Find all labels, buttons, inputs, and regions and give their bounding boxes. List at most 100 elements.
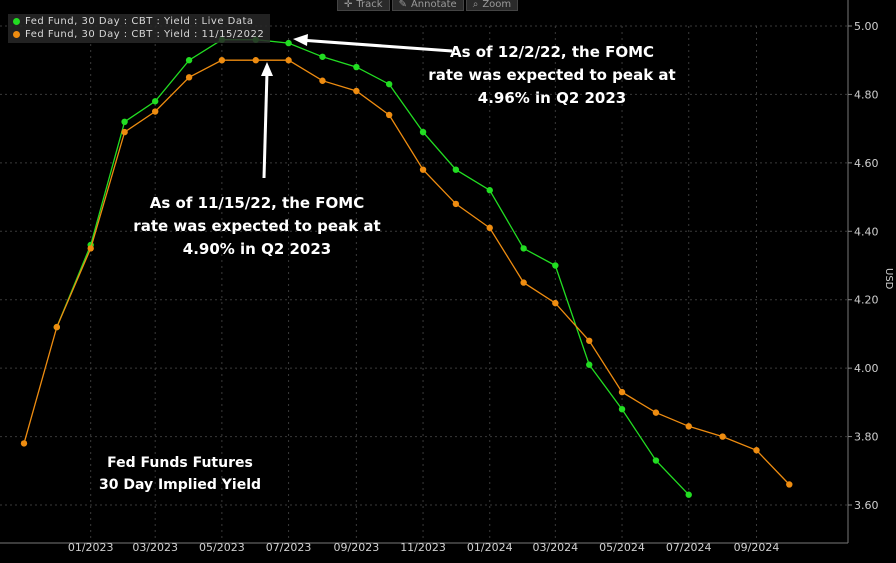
x-tick-label: 07/2023 — [266, 541, 312, 554]
data-point — [520, 245, 527, 252]
data-point — [786, 481, 793, 488]
data-point — [586, 337, 593, 344]
annotation-caption-line: Fed Funds Futures — [107, 455, 253, 471]
data-point — [652, 409, 660, 416]
x-tick-label: 05/2024 — [599, 541, 645, 554]
annotation-caption-line: 30 Day Implied Yield — [99, 477, 261, 493]
data-point — [285, 57, 292, 64]
y-tick-label: 4.60 — [854, 157, 879, 170]
data-point — [151, 108, 159, 115]
x-tick-label: 03/2024 — [532, 541, 578, 554]
zoom-label: Zoom — [482, 0, 512, 10]
data-point — [285, 39, 292, 47]
chart-legend: Fed Fund, 30 Day : CBT : Yield : Live Da… — [8, 14, 271, 43]
series-11-15-2022 — [20, 57, 793, 488]
legend-item-past[interactable]: Fed Fund, 30 Day : CBT : Yield : 11/15/2… — [13, 28, 264, 41]
data-point — [353, 87, 360, 95]
x-axis: 01/2023 03/2023 05/2023 07/2023 09/2023 11/20… — [68, 541, 780, 554]
arrowhead-icon — [293, 34, 308, 46]
legend-marker-icon — [13, 31, 20, 38]
y-tick-label: 5.00 — [854, 20, 879, 33]
track-label: Track — [356, 0, 383, 10]
x-tick-label: 05/2023 — [199, 541, 245, 554]
zoom-button[interactable]: ⌕ Zoom — [465, 0, 519, 11]
annotation-live-line: As of 12/2/22, the FOMC — [450, 43, 654, 61]
data-point — [685, 491, 692, 498]
arrowhead-icon — [261, 62, 273, 76]
chart-toolbar: ✛ Track ✎ Annotate ⌕ Zoom — [337, 0, 519, 11]
annotation-past-line: 4.90% in Q2 2023 — [183, 240, 331, 258]
data-point — [486, 224, 493, 232]
pencil-icon: ✎ — [398, 0, 407, 10]
y-axis-title: USD — [883, 268, 894, 290]
plot-frame — [0, 0, 849, 544]
data-point — [319, 53, 326, 60]
series-line — [23, 59, 790, 485]
x-tick-label: 01/2023 — [68, 541, 114, 554]
legend-marker-icon — [13, 18, 20, 25]
data-point — [685, 423, 692, 430]
y-tick-label: 4.80 — [854, 88, 879, 101]
data-point — [319, 77, 326, 84]
annotate-button[interactable]: ✎ Annotate — [391, 0, 464, 11]
data-point — [151, 98, 159, 105]
annotate-label: Annotate — [410, 0, 457, 10]
data-point — [419, 128, 427, 136]
x-tick-label: 09/2023 — [334, 541, 380, 554]
data-point — [53, 323, 60, 331]
y-tick-label: 4.20 — [854, 294, 879, 307]
legend-item-live[interactable]: Fed Fund, 30 Day : CBT : Yield : Live Da… — [13, 15, 264, 28]
annotation-group: As of 12/2/22, the FOMC rate was expected… — [99, 34, 676, 493]
data-point — [652, 457, 660, 464]
y-tick-label: 3.80 — [854, 431, 879, 444]
data-point — [520, 279, 527, 286]
x-tick-label: 09/2024 — [734, 541, 780, 554]
data-point — [385, 80, 393, 88]
data-point — [252, 57, 259, 64]
data-point — [552, 262, 559, 269]
annotation-live-line: rate was expected to peak at — [428, 66, 675, 84]
data-point — [753, 447, 760, 454]
y-axis: 3.60 3.80 4.00 4.20 4.40 4.60 4.80 5.00 USD — [848, 20, 894, 512]
annotation-past-line: rate was expected to peak at — [133, 217, 380, 235]
data-point — [419, 166, 427, 173]
data-point — [185, 74, 193, 81]
annotation-arrow-past — [262, 71, 269, 179]
annotation-arrow-live — [299, 38, 453, 53]
y-tick-label: 3.60 — [854, 499, 879, 512]
data-point — [353, 63, 360, 71]
data-point — [20, 440, 28, 447]
legend-label-live: Fed Fund, 30 Day : CBT : Yield : Live Da… — [25, 16, 254, 27]
y-tick-label: 4.40 — [854, 225, 879, 238]
data-point — [618, 406, 626, 413]
y-tick-label: 4.00 — [854, 362, 879, 375]
data-point — [121, 128, 128, 136]
data-point — [385, 111, 393, 119]
track-button[interactable]: ✛ Track — [337, 0, 390, 11]
data-point — [185, 57, 193, 64]
series-group — [20, 36, 793, 498]
data-point — [452, 166, 460, 173]
data-point — [87, 245, 94, 252]
x-tick-label: 01/2024 — [467, 541, 513, 554]
series-line — [56, 39, 690, 496]
series-live-data — [53, 36, 692, 498]
annotation-live-line: 4.96% in Q2 2023 — [478, 89, 626, 107]
data-point — [486, 187, 493, 194]
data-point — [452, 200, 460, 208]
legend-label-past: Fed Fund, 30 Day : CBT : Yield : 11/15/2… — [25, 29, 265, 40]
data-point — [618, 388, 626, 396]
crosshair-icon: ✛ — [344, 0, 353, 10]
annotation-past-line: As of 11/15/22, the FOMC — [150, 194, 365, 212]
data-point — [218, 57, 226, 64]
data-point — [719, 433, 726, 440]
grid-lines — [0, 25, 848, 543]
x-tick-label: 07/2024 — [666, 541, 712, 554]
magnifier-icon: ⌕ — [472, 0, 479, 10]
x-tick-label: 11/2023 — [400, 541, 446, 554]
data-point — [121, 118, 128, 126]
data-point — [552, 299, 559, 307]
x-tick-label: 03/2023 — [132, 541, 178, 554]
